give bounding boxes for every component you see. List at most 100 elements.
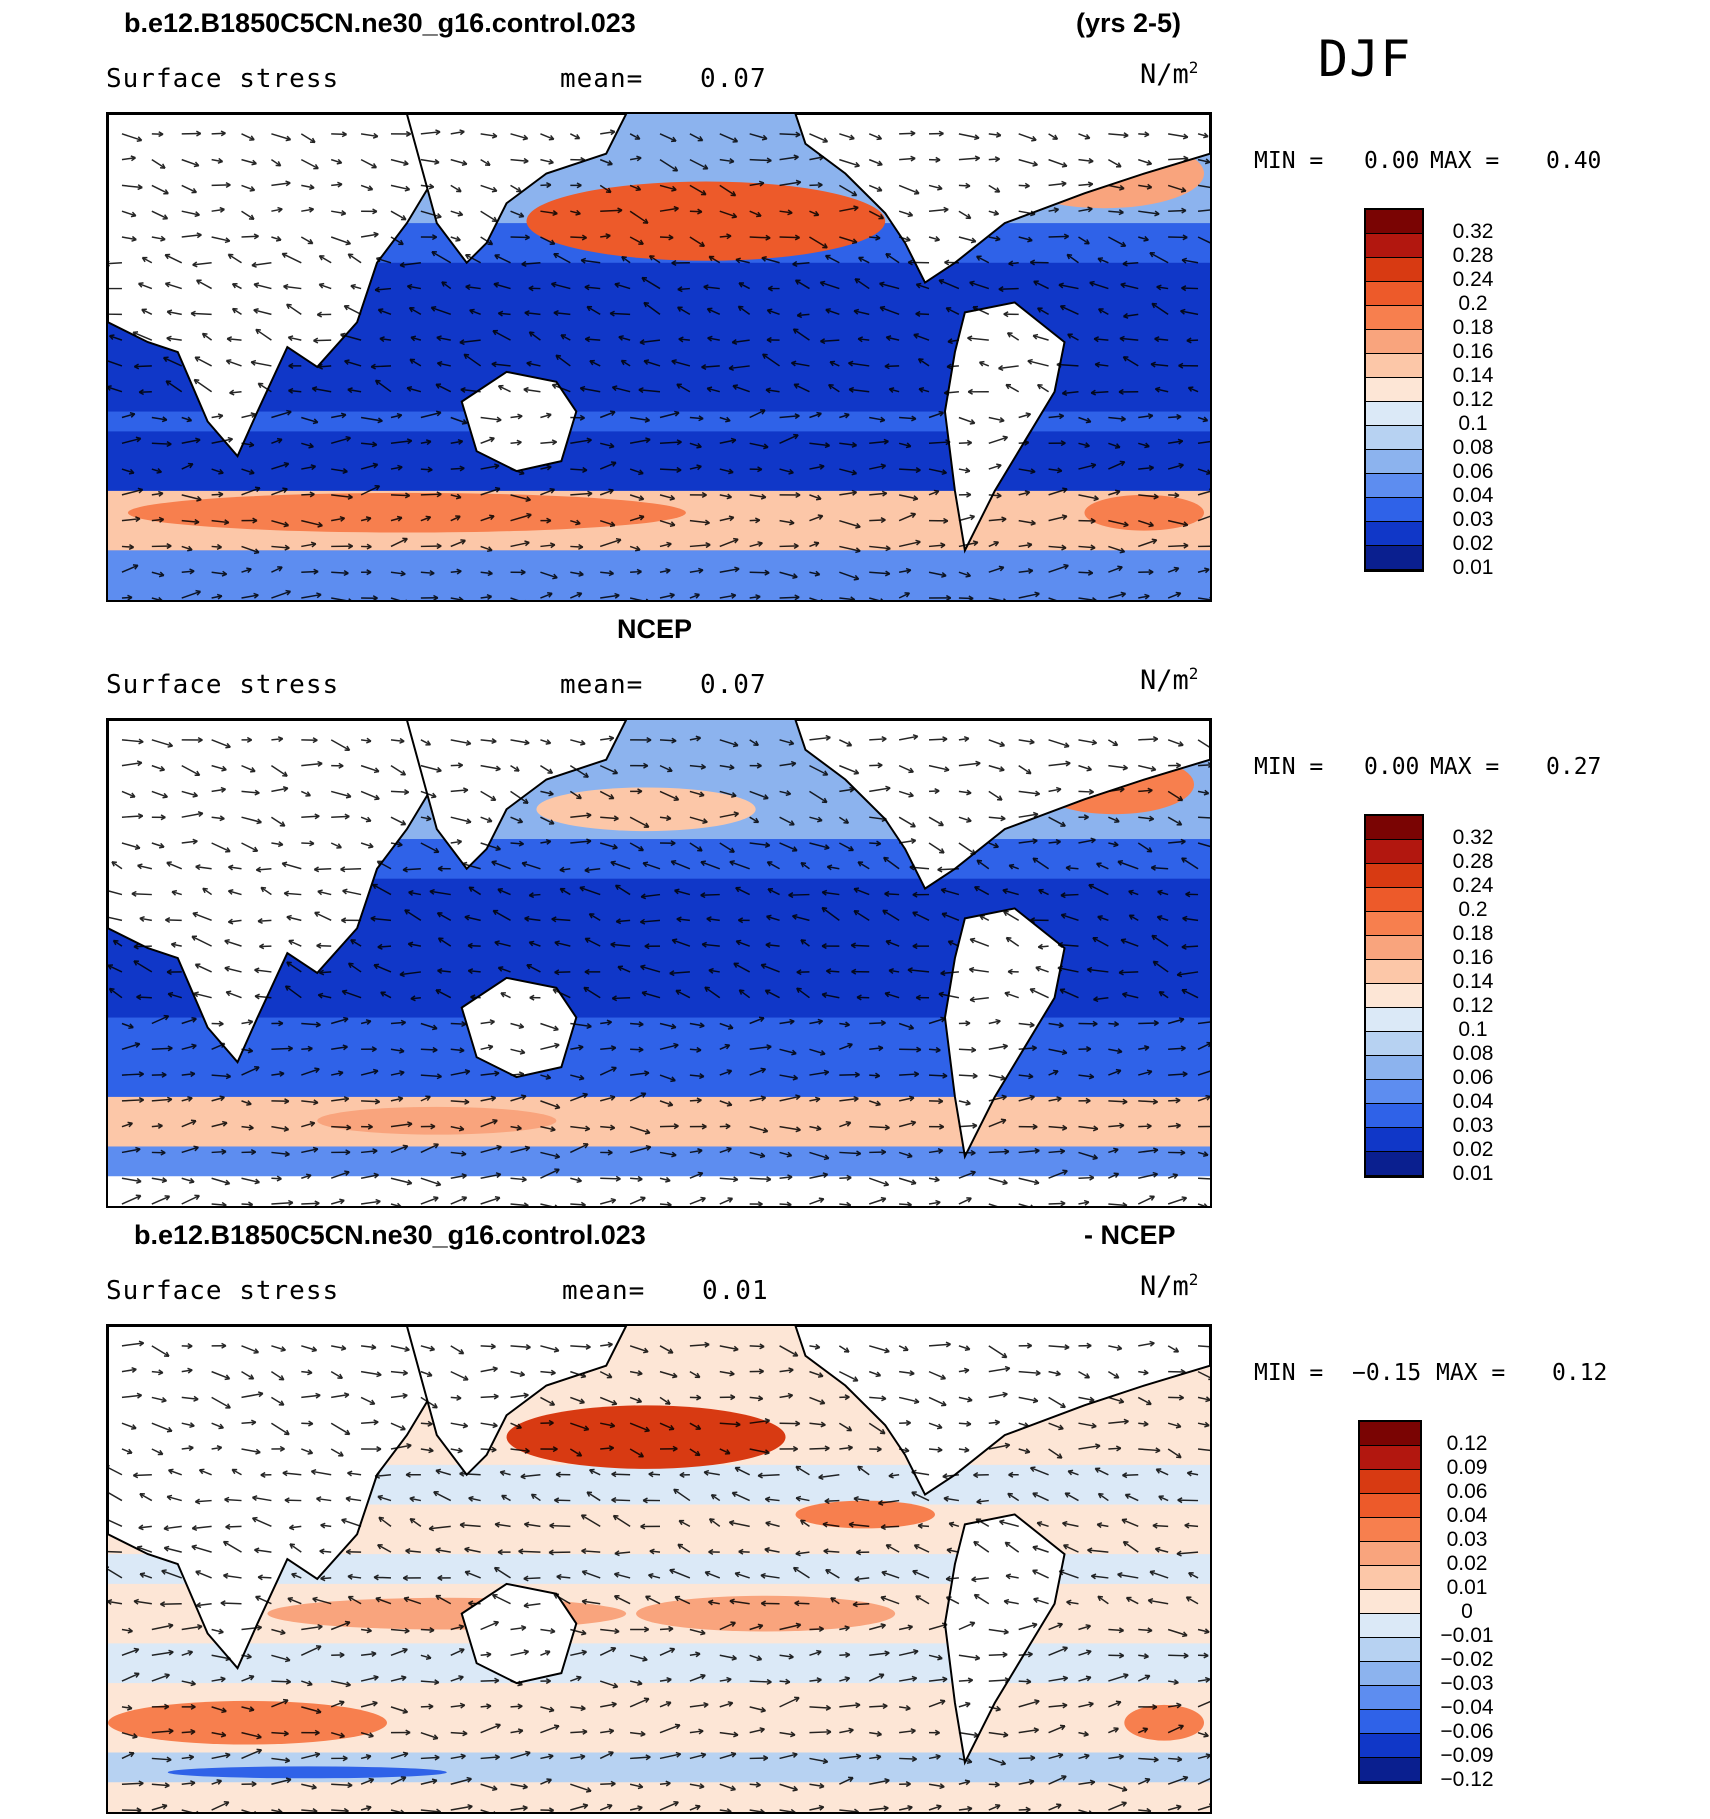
wind-vector-head	[317, 521, 323, 528]
wind-vector	[435, 1469, 451, 1476]
wind-vector-head	[1117, 565, 1123, 572]
wind-vector-head	[605, 187, 612, 194]
wind-vector-head	[1098, 308, 1104, 314]
wind-vector	[612, 996, 631, 1000]
wind-vector-head	[586, 1491, 593, 1497]
wind-vector-head	[670, 860, 677, 866]
wind-vector	[1018, 1700, 1040, 1708]
wind-vector	[838, 816, 849, 824]
wind-vector-head	[1124, 1493, 1131, 1500]
panel3-map-svg	[108, 1326, 1210, 1812]
wind-vector	[450, 1100, 470, 1103]
wind-vector	[1078, 1201, 1090, 1205]
wind-vector-head	[1206, 469, 1210, 475]
wind-vector	[540, 1345, 560, 1352]
wind-vector-head	[994, 187, 1001, 193]
wind-vector	[1108, 788, 1125, 793]
wind-vector	[241, 442, 254, 446]
wind-vector	[659, 1782, 671, 1785]
colorbar-label: 0.28	[1452, 850, 1494, 873]
wind-vector-head	[621, 255, 627, 262]
wind-vector	[582, 1570, 601, 1579]
wind-vector	[1108, 1203, 1128, 1206]
wind-vector-head	[1178, 462, 1184, 469]
wind-vector	[629, 1806, 643, 1811]
wind-vector-head	[257, 382, 264, 389]
wind-vector	[779, 1176, 793, 1179]
wind-vector-head	[1146, 1069, 1153, 1076]
wind-vector-head	[608, 488, 614, 495]
wind-vector	[480, 1395, 499, 1399]
wind-vector-head	[1065, 760, 1071, 767]
wind-vector-head	[1055, 786, 1062, 793]
wind-vector	[988, 1074, 1006, 1080]
wind-vector-head	[1063, 233, 1070, 240]
wind-vector	[390, 1177, 412, 1185]
wind-vector	[151, 1730, 174, 1734]
wind-vector-head	[523, 386, 529, 393]
wind-vector	[643, 302, 661, 315]
anomaly-southern-ocean-east	[1124, 1704, 1205, 1741]
wind-vector	[181, 1730, 196, 1734]
wind-vector	[1078, 597, 1097, 600]
wind-vector-head	[885, 252, 891, 259]
wind-vector-head	[676, 383, 682, 389]
wind-vector-head	[817, 816, 823, 823]
wind-vector	[788, 893, 810, 896]
wind-vector	[480, 1653, 492, 1657]
wind-vector	[181, 158, 200, 167]
wind-vector-head	[316, 1496, 322, 1503]
wind-vector	[749, 1783, 761, 1786]
wind-vector	[899, 1203, 912, 1206]
wind-vector-head	[111, 861, 117, 867]
wind-vector	[659, 1627, 674, 1631]
wind-vector	[165, 282, 182, 290]
wind-vector	[779, 1048, 797, 1055]
wind-vector	[283, 285, 302, 290]
wind-vector-head	[1118, 1652, 1125, 1659]
wind-vector-head	[1090, 389, 1097, 396]
wind-vector	[241, 158, 257, 165]
wind-vector-head	[765, 942, 771, 949]
wind-vector-head	[1119, 335, 1125, 342]
wind-vector-head	[1031, 1622, 1038, 1629]
wind-vector	[869, 816, 887, 821]
wind-vector-head	[1056, 467, 1063, 474]
wind-vector	[271, 590, 291, 599]
wind-vector-head	[757, 1395, 764, 1402]
wind-vector	[254, 969, 272, 973]
wind-vector-head	[822, 1172, 829, 1179]
wind-vector	[1108, 1396, 1124, 1403]
wind-vector-head	[560, 334, 567, 340]
wind-vector	[795, 1551, 810, 1555]
colorbar-swatch	[1360, 1422, 1420, 1446]
wind-vector-head	[1143, 1420, 1149, 1427]
wind-vector-head	[375, 1198, 381, 1205]
wind-vector-head	[167, 1045, 173, 1052]
wind-vector	[719, 158, 734, 163]
wind-vector-head	[168, 1728, 174, 1735]
wind-vector	[450, 1448, 463, 1452]
wind-vector-head	[350, 283, 356, 290]
wind-vector-head	[221, 570, 228, 577]
wind-vector-head	[373, 231, 379, 238]
wind-vector-head	[550, 1628, 556, 1635]
wind-vector-head	[701, 363, 707, 370]
wind-vector	[151, 1448, 164, 1456]
wind-vector	[853, 310, 870, 316]
wind-vector-head	[795, 131, 801, 138]
wind-vector-head	[813, 541, 820, 547]
wind-vector	[377, 1495, 392, 1502]
wind-vector	[1119, 337, 1139, 341]
wind-vector	[827, 865, 840, 870]
wind-vector	[599, 489, 614, 496]
wind-vector	[301, 1625, 323, 1631]
wind-vector-head	[975, 1518, 982, 1524]
wind-vector	[1095, 363, 1109, 367]
wind-vector-head	[671, 359, 677, 365]
wind-vector-head	[163, 1014, 170, 1021]
wind-vector-head	[1207, 761, 1210, 769]
wind-vector	[689, 1703, 709, 1708]
wind-vector	[839, 158, 860, 167]
wind-vector	[164, 1547, 182, 1553]
